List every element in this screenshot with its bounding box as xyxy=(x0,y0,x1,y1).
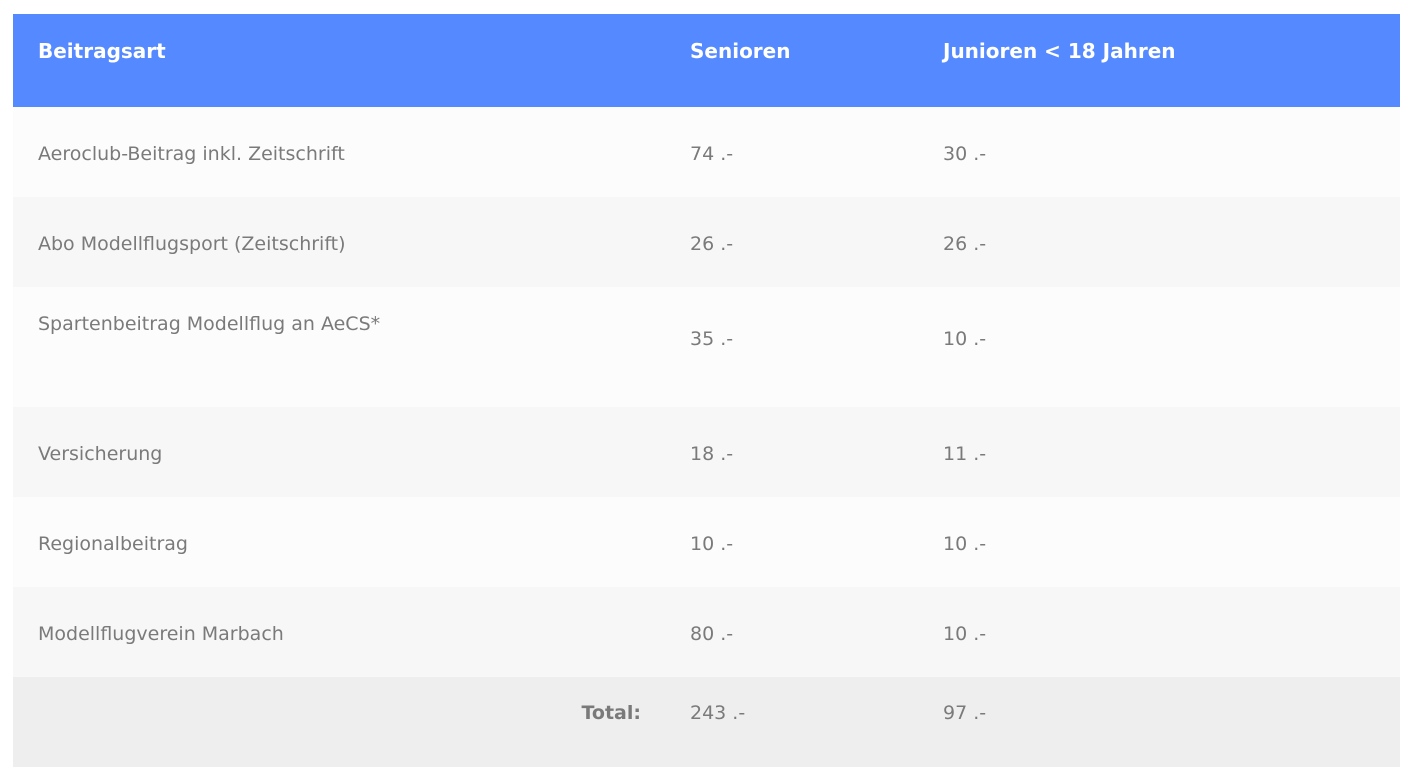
table-row: Aeroclub-Beitrag inkl. Zeitschrift 74 .-… xyxy=(13,107,1400,197)
row-label: Spartenbeitrag Modellflug an AeCS* xyxy=(38,313,381,335)
row-label: Aeroclub-Beitrag inkl. Zeitschrift xyxy=(38,143,345,165)
table-row: Versicherung 18 .- 11 .- xyxy=(13,407,1400,497)
row-senioren: 35 .- xyxy=(690,328,734,350)
row-label: Abo Modellflugsport (Zeitschrift) xyxy=(38,233,346,255)
table-row: Regionalbeitrag 10 .- 10 .- xyxy=(13,497,1400,587)
total-senioren: 243 .- xyxy=(690,702,746,724)
row-senioren: 80 .- xyxy=(690,623,734,645)
header-senioren: Senioren xyxy=(690,39,791,63)
table-total-row: Total: 243 .- 97 .- xyxy=(13,677,1400,767)
row-label: Regionalbeitrag xyxy=(38,533,188,555)
header-junioren: Junioren < 18 Jahren xyxy=(943,39,1176,63)
row-junioren: 30 .- xyxy=(943,143,987,165)
row-junioren: 26 .- xyxy=(943,233,987,255)
row-senioren: 18 .- xyxy=(690,443,734,465)
table-header-row: Beitragsart Senioren Junioren < 18 Jahre… xyxy=(13,14,1400,107)
fee-table: Beitragsart Senioren Junioren < 18 Jahre… xyxy=(13,14,1400,767)
total-label: Total: xyxy=(581,702,641,724)
header-beitragsart: Beitragsart xyxy=(38,39,166,63)
row-label: Modellflugverein Marbach xyxy=(38,623,284,645)
total-junioren: 97 .- xyxy=(943,702,987,724)
row-junioren: 10 .- xyxy=(943,533,987,555)
table-row: Spartenbeitrag Modellflug an AeCS* 35 .-… xyxy=(13,287,1400,407)
row-senioren: 74 .- xyxy=(690,143,734,165)
row-junioren: 10 .- xyxy=(943,623,987,645)
table-row: Abo Modellflugsport (Zeitschrift) 26 .- … xyxy=(13,197,1400,287)
row-junioren: 10 .- xyxy=(943,328,987,350)
row-junioren: 11 .- xyxy=(943,443,987,465)
row-senioren: 26 .- xyxy=(690,233,734,255)
row-senioren: 10 .- xyxy=(690,533,734,555)
table-row: Modellflugverein Marbach 80 .- 10 .- xyxy=(13,587,1400,677)
row-label: Versicherung xyxy=(38,443,163,465)
